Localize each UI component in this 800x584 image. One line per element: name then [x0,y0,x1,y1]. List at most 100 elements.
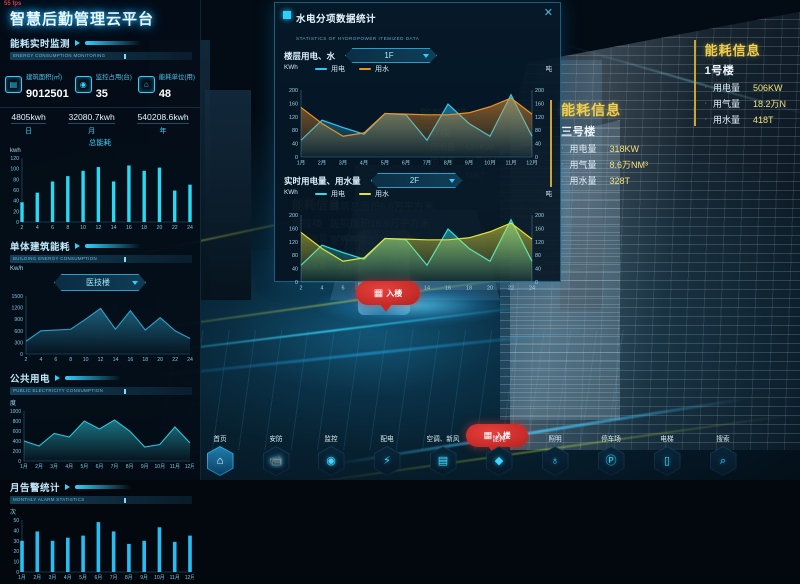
nav-item-ac-unit[interactable]: 空调、新风 ▤ [420,433,466,476]
search-icon[interactable]: ⌕ [709,446,737,476]
energy-unit-icon: ⌂ [137,75,155,93]
svg-text:3月: 3月 [339,159,347,166]
ac-unit-icon[interactable]: ▤ [429,446,457,476]
bolt-icon[interactable]: ⚡ [373,446,401,476]
nav-item-elevator[interactable]: 电梯 ▯ [644,433,690,476]
svg-text:40: 40 [292,142,298,148]
total-value: 32080.7kwh [68,112,115,124]
nav-item-label: 能耗 [492,436,506,443]
svg-text:5月: 5月 [80,464,88,470]
svg-text:4: 4 [39,357,42,363]
info-card-building: 1号楼 [704,65,735,77]
lamp-icon[interactable]: ♁ [541,446,569,476]
svg-text:0: 0 [535,155,538,161]
svg-text:9月: 9月 [140,575,148,581]
svg-text:18: 18 [466,285,472,291]
svg-text:6: 6 [51,225,54,231]
svg-text:16: 16 [445,285,451,291]
svg-text:50: 50 [13,518,19,524]
svg-text:120: 120 [289,240,298,246]
section-subtitle-bar: PUBLIC ELECTRICITY CONSUMPTION [10,387,192,395]
svg-text:7月: 7月 [423,159,431,166]
entrance-marker-1[interactable]: ▦ 入楼 [356,281,420,312]
info-row: · 用气量 18.2万N [705,97,786,110]
nav-item-parking[interactable]: 停车场 Ⓟ [588,433,634,476]
section1-label: 楼层用电、水 [284,50,336,61]
floor-selector-2f[interactable]: 2F [370,173,463,188]
total-monthly: 32080.7kwh 月 [68,112,115,136]
info-row-key: 用水量 [569,176,597,186]
svg-text:0: 0 [18,459,21,465]
svg-text:18: 18 [141,225,147,231]
svg-text:1200: 1200 [11,306,23,312]
svg-text:8月: 8月 [126,464,134,470]
info-row: · 用电量 506KW [705,81,786,94]
info-row-key: 用气量 [712,99,740,109]
nav-item-bolt[interactable]: 配电 ⚡ [364,433,410,476]
close-icon[interactable]: ✕ [543,7,553,19]
hydropower-statistics-modal: 水电分项数据统计 STATISTICS OF HYDROPOWER ITEMIZ… [274,2,561,291]
svg-text:40: 40 [292,267,298,273]
section-title: 能耗实时监测 [10,39,71,50]
nav-item-water-drop[interactable]: 能耗 ◆ [476,433,522,476]
svg-text:12: 12 [98,357,104,363]
info-row-key: 用水量 [712,115,740,125]
svg-text:200: 200 [289,213,298,219]
svg-text:120: 120 [10,156,19,162]
svg-text:8月: 8月 [444,159,452,166]
elevator-icon[interactable]: ▯ [653,446,681,476]
svg-text:4: 4 [36,225,39,231]
floor-selector-1f[interactable]: 1F [345,48,438,63]
location-pin-icon[interactable]: ◉ [317,446,345,476]
legend-item-water: 用水 [359,64,389,74]
section-header-public-electricity: 公共用电 [10,371,200,385]
svg-text:20: 20 [157,357,163,363]
nav-item-label: 停车场 [601,436,621,443]
svg-text:60: 60 [13,188,19,194]
svg-text:10月: 10月 [155,464,166,470]
svg-text:7月: 7月 [111,464,119,470]
chevron-down-icon [132,280,138,285]
chevron-down-icon [448,178,455,183]
app-title: 智慧后勤管理云平台 [10,11,155,28]
nav-item-label: 照明 [548,436,562,443]
building-area-icon: ▤ [4,75,22,93]
totals-row: 4805kwh 日 32080.7kwh 月 540208.6kwh 年 [0,107,200,136]
building-selector-wrap: 医技楼 [0,274,200,291]
svg-text:200: 200 [535,88,544,94]
nav-item-security-camera[interactable]: 安防 📹 [253,433,299,476]
floor-selector-value: 2F [409,176,420,185]
svg-text:600: 600 [14,329,23,335]
y-axis-unit-left: KWh [284,64,298,71]
info-row-value: 18.2万N [752,99,786,109]
water-drop-icon[interactable]: ◆ [485,446,513,476]
fps-counter: 55 fps [4,1,22,7]
svg-text:200: 200 [535,213,544,219]
total-value: 4805kwh [11,112,46,124]
building-selector[interactable]: 医技楼 [54,274,146,291]
nav-item-lamp[interactable]: 照明 ♁ [532,433,578,476]
nav-item-home[interactable]: 首页 ⌂ [197,433,243,476]
security-camera-icon[interactable]: 📹 [262,446,290,476]
svg-text:8: 8 [69,357,72,363]
nav-item-location-pin[interactable]: 监控 ◉ [308,433,354,476]
y-axis-unit-right: 吨 [545,191,552,198]
svg-text:4月: 4月 [360,159,368,166]
section-title: 单体建筑能耗 [10,242,71,253]
svg-text:6月: 6月 [96,464,104,470]
svg-text:100: 100 [10,167,19,173]
bullet-icon: · [561,145,564,152]
chart-realtime-water-power: 0408012016020004080120160200246810121416… [289,213,544,291]
home-icon[interactable]: ⌂ [206,446,234,476]
legend-label: 用水 [375,191,389,198]
nav-item-label: 安防 [269,436,283,443]
svg-text:4月: 4月 [64,575,72,581]
camera-icon: ◉ [74,75,92,93]
parking-icon[interactable]: Ⓟ [597,446,625,476]
svg-text:2月: 2月 [318,159,326,166]
info-card-title: 能耗信息 [561,102,622,118]
svg-text:14: 14 [111,225,117,231]
nav-item-search[interactable]: 搜索 ⌕ [700,433,746,476]
nav-item-label: 监控 [324,436,338,443]
svg-text:24: 24 [187,357,193,363]
